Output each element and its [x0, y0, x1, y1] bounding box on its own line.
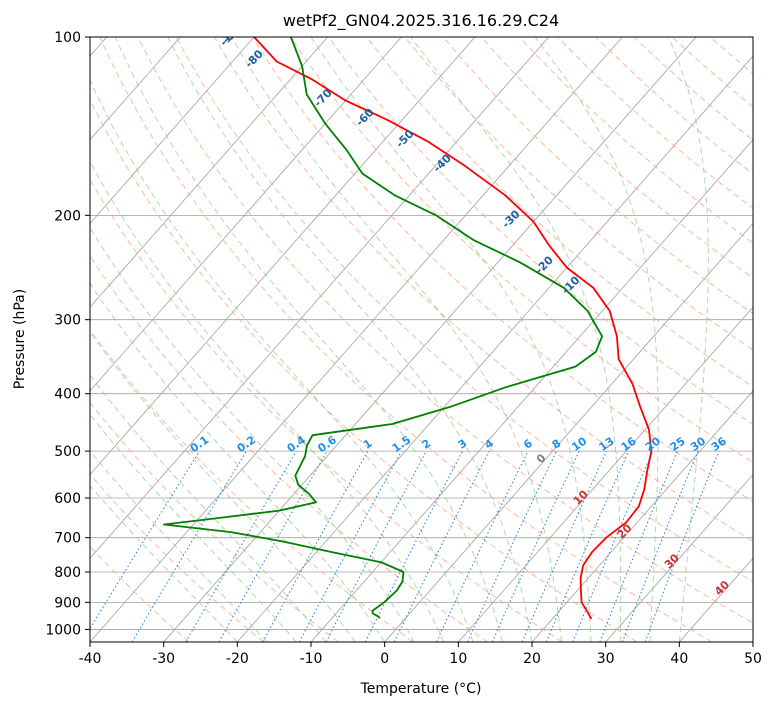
y-tick-label: 200 [54, 208, 81, 224]
dry-adiabat [175, 37, 753, 583]
x-tick-label: -40 [79, 651, 102, 667]
dry-adiabat [90, 401, 339, 642]
dry-adiabat [328, 37, 753, 425]
mixing-ratio-line [521, 450, 608, 642]
dry-adiabat [213, 37, 753, 542]
mixing-ratio-line [262, 450, 369, 642]
chart-title: wetPf2_GN04.2025.316.16.29.C24 [283, 11, 559, 31]
dewpoint-profile [163, 37, 603, 619]
y-axis: 100 200 300 400 500 600 700 800 900 1000 [45, 30, 90, 638]
mixing-ratio-line [599, 450, 679, 642]
isotherm [605, 473, 753, 642]
dry-adiabat [90, 329, 414, 642]
x-tick-label: -30 [152, 651, 175, 667]
x-axis-label: Temperature (°C) [360, 681, 482, 697]
y-tick-label: 1000 [45, 622, 81, 638]
y-tick-label: 500 [54, 444, 81, 460]
y-tick-label: 100 [54, 30, 81, 46]
x-tick-label: 20 [523, 651, 541, 667]
x-tick-label: 50 [744, 651, 762, 667]
dry-adiabat [90, 98, 638, 642]
mixing-ratio-line [218, 450, 328, 642]
y-tick-label: 300 [54, 313, 81, 329]
temperature-profile [253, 37, 653, 620]
y-tick-label: 700 [54, 531, 81, 547]
moist-adiabat [90, 450, 268, 642]
x-tick-label: -20 [226, 651, 249, 667]
dry-adiabat [90, 545, 190, 642]
y-tick-label: 900 [54, 595, 81, 611]
mixing-ratio-line [298, 450, 402, 642]
mixing-ratio-line [572, 450, 654, 642]
isotherm [237, 55, 753, 642]
moist-adiabat [90, 226, 415, 642]
dry-adiabat [251, 37, 753, 503]
moist-adiabat [667, 37, 709, 642]
plot-frame [89, 36, 754, 643]
moist-adiabat [114, 37, 503, 642]
moist-adiabat [90, 160, 445, 642]
y-axis-label: Pressure (hPa) [12, 289, 28, 389]
x-tick-label: 40 [670, 651, 688, 667]
dry-adiabat-label: -100 [217, 20, 246, 49]
isotherm [384, 222, 753, 642]
isotherm [90, 37, 402, 392]
moist-adiabat [90, 331, 356, 642]
dry-adiabat [366, 37, 753, 388]
x-tick-label: 10 [449, 651, 467, 667]
mixing-ratio-line [90, 450, 200, 630]
x-tick-label: -10 [300, 651, 323, 667]
isotherm [531, 390, 753, 642]
background-lines [90, 37, 753, 642]
dry-adiabat [290, 37, 753, 464]
moist-adiabat [410, 37, 622, 642]
moist-adiabat [310, 37, 592, 642]
moist-adiabat [90, 374, 327, 642]
x-tick-label: 30 [597, 651, 615, 667]
x-axis: -40 -30 -20 -10 0 10 20 30 40 50 [79, 642, 762, 667]
isotherm [90, 37, 623, 642]
moist-adiabat [90, 413, 297, 642]
mixing-ratio-line [545, 450, 630, 642]
mixing-ratio-line [393, 450, 490, 642]
moist-adiabat [167, 37, 533, 642]
dry-adiabat [90, 473, 264, 642]
y-tick-label: 400 [54, 387, 81, 403]
isotherm [90, 37, 476, 476]
dry-adiabat [99, 37, 712, 642]
y-tick-label: 600 [54, 491, 81, 507]
mixing-ratio-line [364, 450, 463, 642]
mixing-ratio-line [621, 450, 699, 642]
moist-adiabat [231, 37, 562, 642]
moist-adiabat [534, 37, 659, 642]
moist-adiabat [90, 484, 238, 642]
moist-adiabat [90, 282, 386, 642]
dry-adiabat [137, 37, 753, 624]
moist-adiabat [90, 78, 474, 642]
dry-adiabat [90, 255, 488, 642]
isotherm [90, 37, 255, 225]
x-tick-label: 0 [380, 651, 389, 667]
y-tick-label: 800 [54, 565, 81, 581]
isotherm [90, 37, 550, 559]
mixing-ratio-line [644, 450, 720, 642]
dry-adiabat-label: -90 [220, 23, 243, 46]
profile-lines [163, 37, 653, 620]
isotherm [90, 37, 181, 141]
dry-adiabat [90, 178, 563, 642]
isotherm [90, 37, 329, 308]
isotherm [163, 37, 697, 642]
